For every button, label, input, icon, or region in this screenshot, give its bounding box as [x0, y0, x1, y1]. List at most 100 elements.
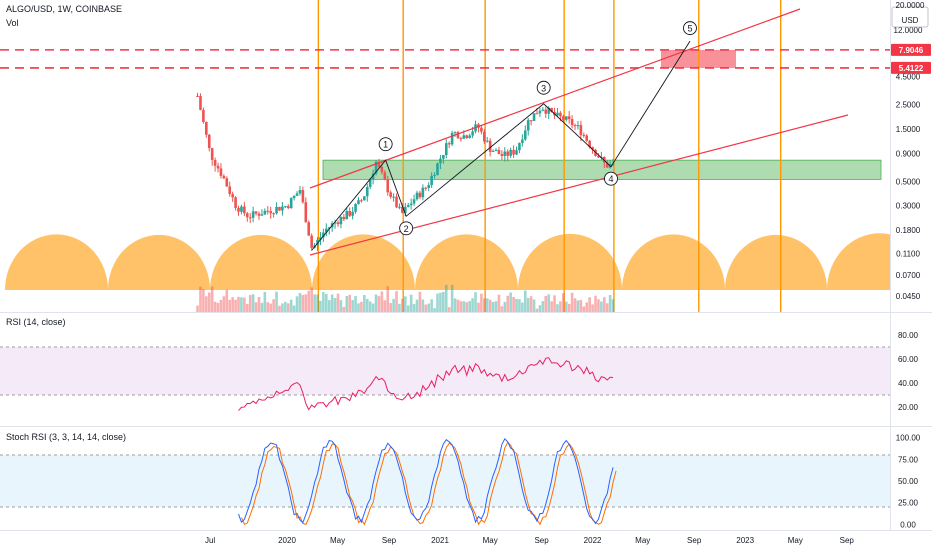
candle-body[interactable]: [433, 174, 436, 176]
candle-body[interactable]: [424, 187, 428, 189]
candle-body[interactable]: [588, 140, 591, 148]
candle-body[interactable]: [380, 166, 384, 173]
candle-body[interactable]: [222, 175, 226, 179]
candle-body[interactable]: [605, 162, 609, 168]
candle-body[interactable]: [248, 217, 252, 219]
candle-body[interactable]: [228, 186, 232, 194]
channel-upper-line[interactable]: [309, 8, 801, 189]
candle-body[interactable]: [521, 139, 524, 143]
wave-label-circle[interactable]: [378, 137, 393, 152]
stoch-title[interactable]: Stoch RSI (3, 3, 14, 14, close): [6, 432, 126, 442]
candle-body[interactable]: [374, 161, 378, 174]
candle-body[interactable]: [559, 112, 562, 117]
candle-body[interactable]: [427, 185, 431, 188]
candle-body[interactable]: [339, 217, 343, 225]
candle-body[interactable]: [345, 211, 349, 220]
candle-body[interactable]: [336, 222, 340, 225]
candle-body[interactable]: [468, 135, 471, 138]
candle-body[interactable]: [295, 193, 299, 196]
candle-body[interactable]: [327, 227, 331, 229]
price-badge[interactable]: [891, 61, 931, 74]
candle-body[interactable]: [483, 131, 486, 142]
candle-body[interactable]: [348, 211, 352, 216]
candle-body[interactable]: [260, 214, 264, 216]
candle-body[interactable]: [398, 206, 401, 208]
candle-body[interactable]: [439, 158, 442, 164]
candle-body[interactable]: [462, 135, 466, 139]
time-cycle-arc[interactable]: [827, 233, 932, 290]
wave-label-circle[interactable]: [604, 171, 618, 186]
candle-body[interactable]: [395, 196, 398, 208]
candle-body[interactable]: [240, 206, 243, 212]
candle-body[interactable]: [298, 190, 302, 194]
candle-body[interactable]: [494, 149, 498, 151]
stoch-axis[interactable]: 100.00 75.00 50.00 25.00 0.00: [896, 434, 921, 530]
candle-body[interactable]: [263, 210, 267, 215]
candle-body[interactable]: [401, 206, 404, 213]
candle-body[interactable]: [196, 96, 199, 98]
candle-body[interactable]: [442, 155, 445, 159]
candle-body[interactable]: [383, 172, 387, 180]
candle-body[interactable]: [368, 179, 372, 187]
wave-label-circle[interactable]: [683, 21, 697, 36]
candle-body[interactable]: [377, 161, 381, 167]
candle-body[interactable]: [199, 96, 202, 110]
candle-body[interactable]: [237, 207, 240, 212]
candle-body[interactable]: [523, 130, 527, 140]
candle-body[interactable]: [576, 125, 580, 127]
candle-body[interactable]: [570, 119, 574, 126]
candle-body[interactable]: [480, 127, 483, 132]
candle-body[interactable]: [365, 186, 369, 197]
candle-body[interactable]: [421, 187, 425, 198]
candle-body[interactable]: [324, 228, 328, 233]
candle-body[interactable]: [488, 140, 492, 152]
candle-body[interactable]: [392, 196, 395, 198]
candle-body[interactable]: [485, 140, 489, 142]
candle-body[interactable]: [456, 132, 460, 139]
candle-body[interactable]: [582, 134, 586, 136]
volume-label[interactable]: Vol: [6, 18, 19, 28]
candle-body[interactable]: [538, 110, 542, 114]
symbol-title[interactable]: ALGO/USD, 1W, COINBASE: [6, 4, 122, 14]
candle-body[interactable]: [231, 193, 234, 198]
candle-body[interactable]: [292, 195, 296, 199]
candle-body[interactable]: [333, 222, 337, 224]
candle-body[interactable]: [278, 206, 281, 211]
candle-body[interactable]: [506, 151, 510, 156]
time-axis[interactable]: Jul 2020 May Sep 2021 May Sep 2022 May Sep 2023 May…: [205, 536, 854, 545]
candle-body[interactable]: [512, 149, 515, 155]
candle-body[interactable]: [573, 125, 577, 127]
candle-body[interactable]: [564, 116, 568, 120]
time-cycle-arc[interactable]: [518, 233, 622, 290]
candle-body[interactable]: [430, 175, 433, 186]
candle-body[interactable]: [515, 150, 518, 155]
candle-body[interactable]: [205, 122, 208, 135]
candle-body[interactable]: [304, 202, 308, 223]
candle-body[interactable]: [342, 217, 346, 220]
candle-body[interactable]: [245, 213, 249, 218]
candle-body[interactable]: [579, 125, 583, 135]
candle-body[interactable]: [544, 109, 548, 114]
candle-body[interactable]: [307, 222, 311, 236]
candle-body[interactable]: [547, 107, 550, 114]
candle-body[interactable]: [284, 206, 287, 208]
candle-body[interactable]: [281, 206, 284, 211]
candle-body[interactable]: [541, 109, 545, 111]
candle-body[interactable]: [436, 163, 439, 175]
candle-body[interactable]: [418, 192, 422, 198]
candle-body[interactable]: [591, 147, 594, 150]
candle-body[interactable]: [225, 178, 229, 187]
candle-body[interactable]: [535, 113, 539, 115]
candle-body[interactable]: [500, 154, 504, 156]
candle-body[interactable]: [389, 192, 392, 197]
candle-body[interactable]: [357, 200, 360, 205]
candle-body[interactable]: [213, 159, 217, 166]
candle-body[interactable]: [602, 157, 606, 163]
candle-body[interactable]: [503, 151, 507, 156]
candle-body[interactable]: [251, 211, 255, 218]
candle-body[interactable]: [210, 148, 214, 160]
candle-body[interactable]: [450, 132, 454, 145]
candle-body[interactable]: [471, 131, 474, 136]
support-zone[interactable]: [322, 159, 882, 180]
